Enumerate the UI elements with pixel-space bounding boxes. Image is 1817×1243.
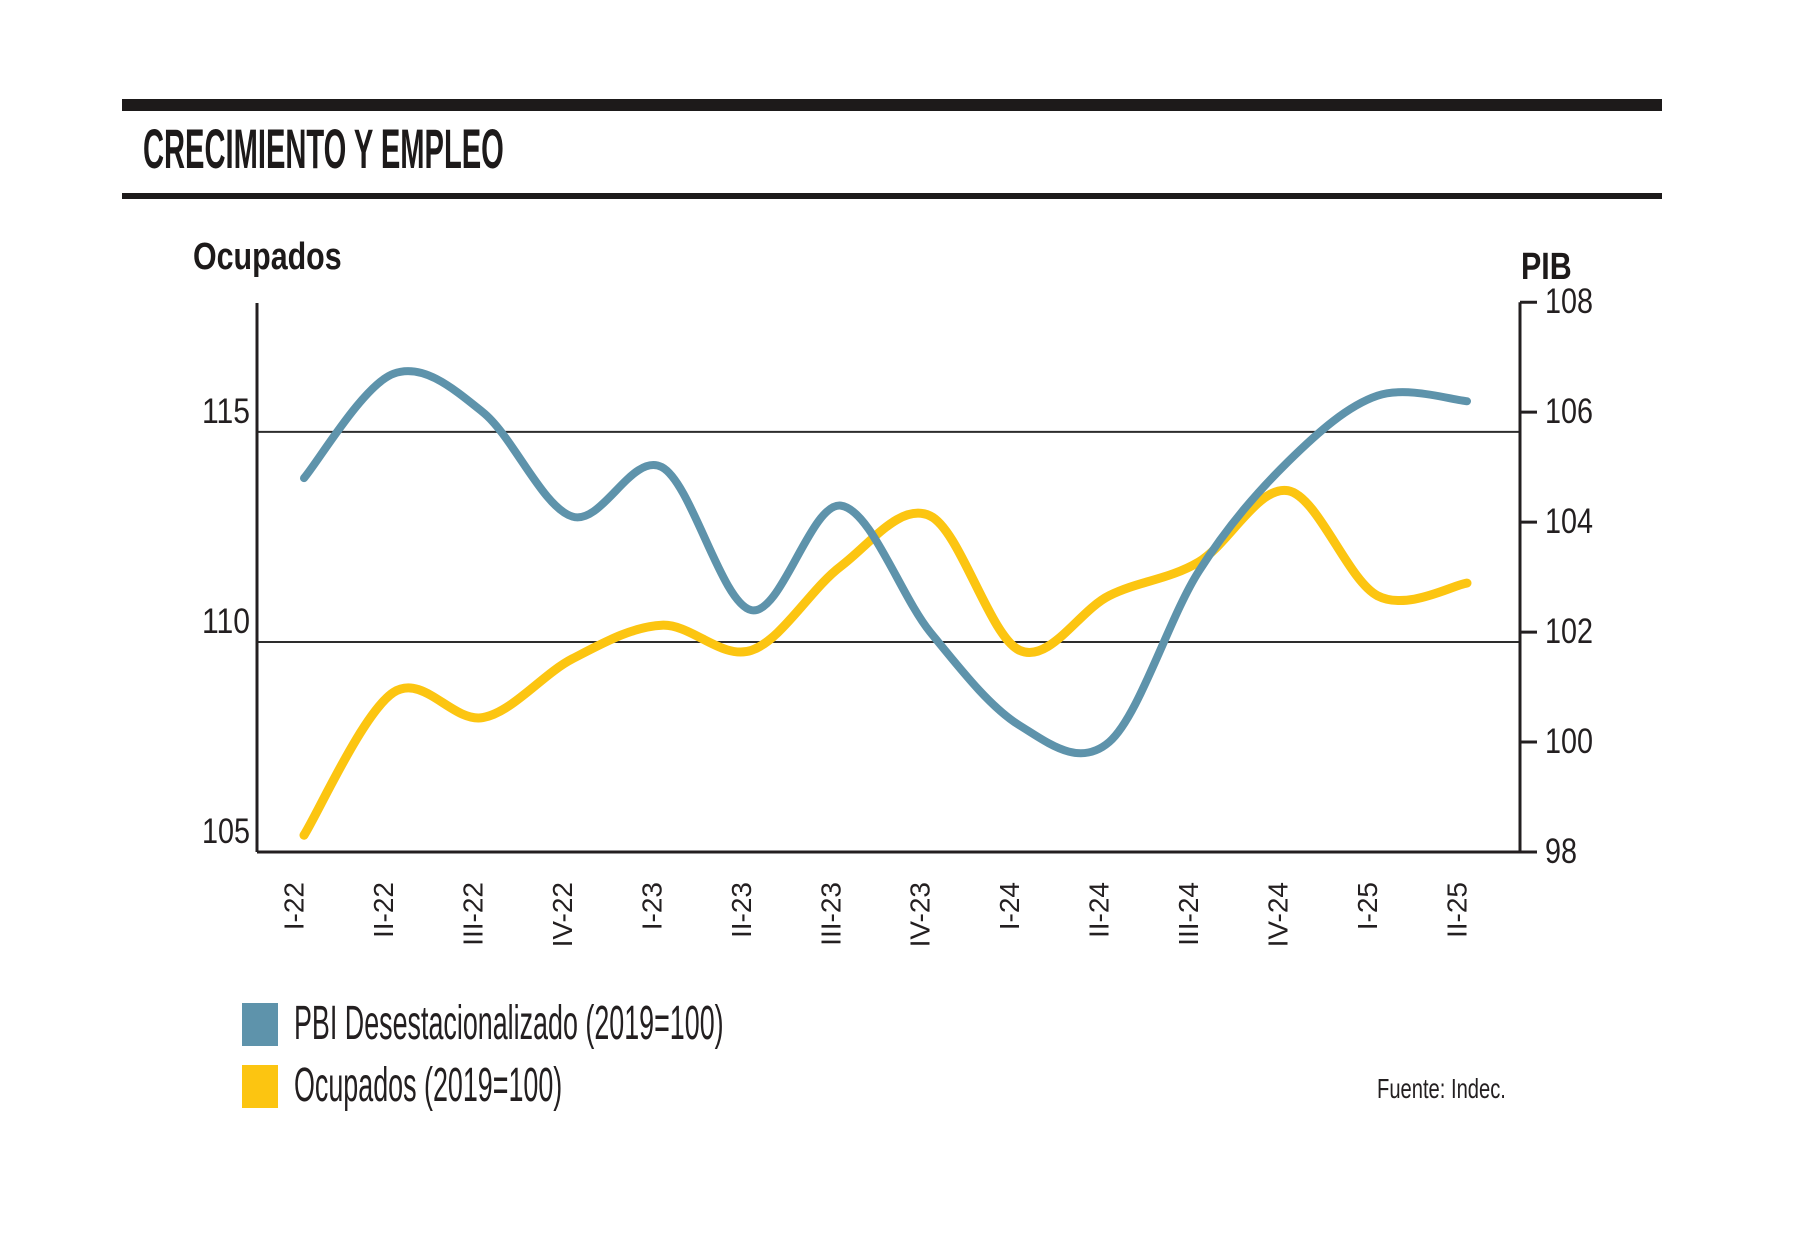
- legend-swatch-pbi-icon: [242, 1003, 278, 1046]
- legend-item-ocupados: Ocupados (2019=100): [242, 1059, 1061, 1112]
- source-note: Fuente: Indec.: [1377, 1073, 1506, 1104]
- right-axis-tick-label-108: 108: [1545, 282, 1593, 321]
- x-axis-label-III-24: III-24: [1173, 882, 1204, 946]
- legend-label-ocupados: Ocupados (2019=100): [294, 1059, 563, 1112]
- legend-swatch-ocupados-icon: [242, 1065, 278, 1108]
- right-axis-title: PIB: [1521, 246, 1572, 288]
- left-axis-tick-label-105: 105: [202, 812, 250, 851]
- right-axis-tick-label-98: 98: [1545, 832, 1577, 871]
- right-axis-tick-label-104: 104: [1545, 502, 1593, 541]
- legend-label-pbi: PBI Desestacionalizado (2019=100): [294, 997, 724, 1050]
- x-axis-label-II-22: II-22: [368, 882, 399, 938]
- left-axis-tick-label-115: 115: [202, 392, 250, 431]
- right-axis-tick-label-106: 106: [1545, 392, 1593, 431]
- x-axis-label-I-23: I-23: [636, 882, 667, 930]
- right-axis-tick-label-102: 102: [1545, 612, 1593, 651]
- right-axis-tick-label-100: 100: [1545, 722, 1593, 761]
- title-bottom-rule: [122, 193, 1662, 199]
- x-axis-label-I-25: I-25: [1352, 882, 1383, 930]
- series-line-ocupados: [299, 486, 1472, 840]
- x-axis-label-IV-23: IV-23: [905, 882, 936, 947]
- legend-item-pbi: PBI Desestacionalizado (2019=100): [242, 997, 1061, 1050]
- title-top-rule: [122, 99, 1662, 111]
- x-axis-label-IV-22: IV-22: [547, 882, 578, 947]
- left-axis-tick-label-110: 110: [202, 602, 250, 641]
- x-axis-label-IV-24: IV-24: [1263, 882, 1294, 947]
- series-line-pbi: [300, 367, 1471, 758]
- x-axis-label-III-22: III-22: [457, 882, 488, 946]
- x-axis-label-I-22: I-22: [279, 882, 310, 930]
- x-axis-label-III-23: III-23: [815, 882, 846, 946]
- x-axis-label-II-23: II-23: [726, 882, 757, 938]
- left-axis-title: Ocupados: [193, 236, 342, 278]
- x-axis-label-I-24: I-24: [994, 882, 1025, 930]
- x-axis-label-II-24: II-24: [1084, 882, 1115, 938]
- x-axis-label-II-25: II-25: [1442, 882, 1473, 938]
- page-title: CRECIMIENTO Y EMPLEO: [143, 117, 504, 180]
- chart-legend: PBI Desestacionalizado (2019=100) Ocupad…: [242, 997, 1061, 1127]
